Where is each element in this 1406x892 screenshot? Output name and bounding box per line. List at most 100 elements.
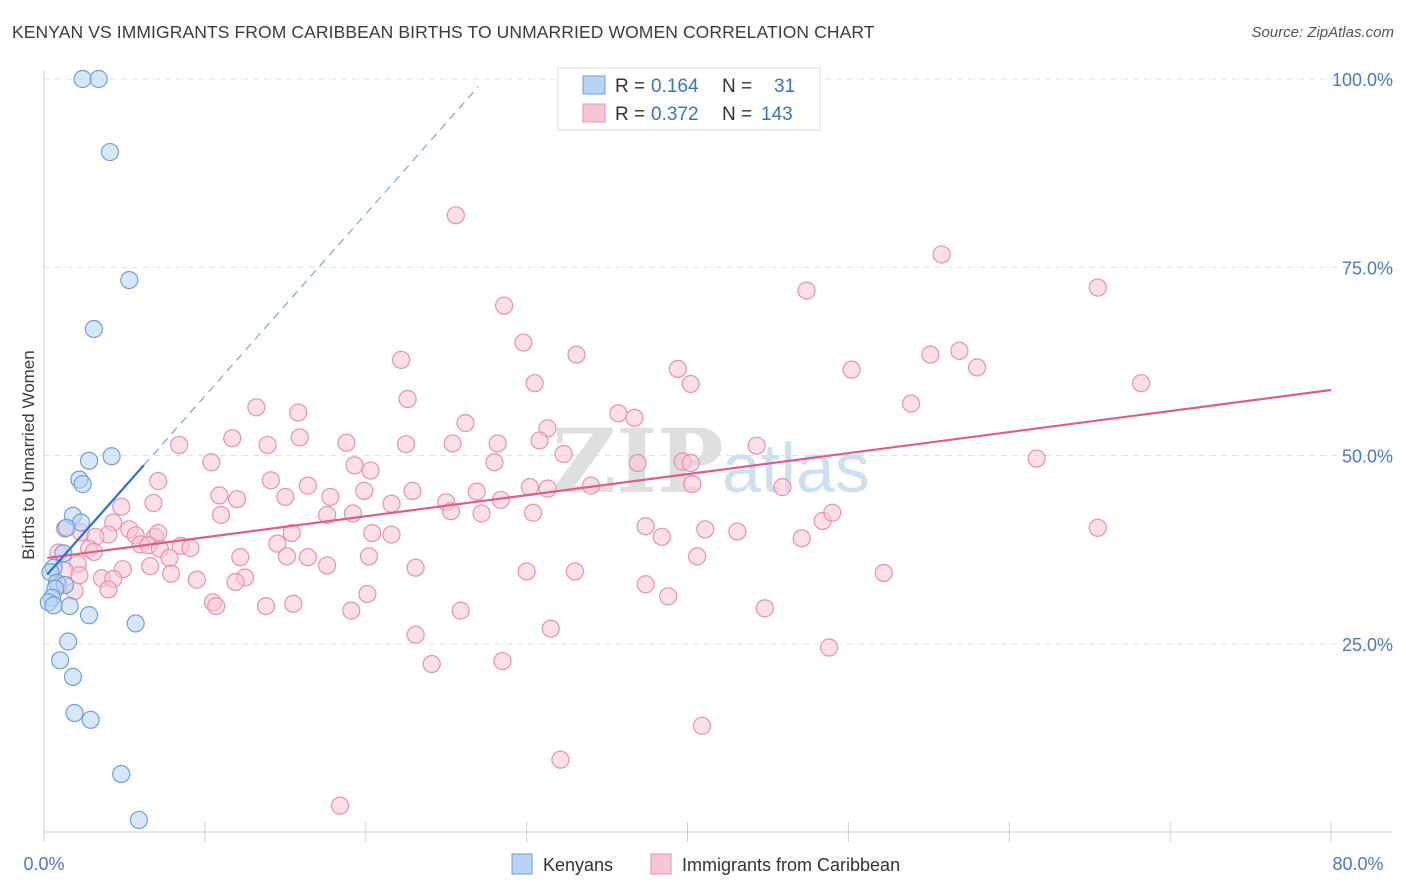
kenyan-point-22 <box>79 606 99 625</box>
caribbean-point-17 <box>902 394 921 413</box>
kenyan-point-27 <box>65 703 84 723</box>
caribbean-point-62 <box>144 493 163 513</box>
caribbean-point-64 <box>472 504 491 523</box>
kenyan-point-6 <box>79 451 99 470</box>
caribbean-point-67 <box>211 505 231 525</box>
caribbean-point-47 <box>403 481 422 500</box>
caribbean-point-10 <box>842 360 861 379</box>
kenyan-point-25 <box>50 651 70 670</box>
caribbean-point-11 <box>668 359 687 379</box>
caribbean-point-127 <box>207 596 226 616</box>
caribbean-point-95 <box>268 534 287 553</box>
kenyan-point-12 <box>54 544 73 563</box>
kenyan-point-28 <box>81 710 100 729</box>
caribbean-point-72 <box>636 517 655 536</box>
caribbean-point-106 <box>318 556 337 575</box>
caribbean-point-132 <box>451 601 470 620</box>
kenyan-point-21 <box>60 596 79 616</box>
kenyan-point-11 <box>57 518 76 537</box>
caribbean-point-63 <box>441 502 461 521</box>
caribbean-point-140 <box>330 796 350 815</box>
caribbean-point-133 <box>541 619 560 638</box>
caribbean-point-41 <box>361 461 380 480</box>
caribbean-point-40 <box>345 456 364 475</box>
caribbean-point-130 <box>755 599 774 618</box>
caribbean-point-28 <box>337 433 356 452</box>
caribbean-point-0 <box>446 206 465 225</box>
caribbean-point-108 <box>517 562 536 581</box>
axes <box>43 70 1393 833</box>
caribbean-point-136 <box>422 654 441 674</box>
kenyan-series <box>39 69 149 830</box>
caribbean-point-33 <box>747 436 766 455</box>
kenyan-point-2 <box>100 142 120 162</box>
bottom-legend-swatch-caribbean <box>650 853 672 875</box>
bottom-legend-label-caribbean: Immigrants from Caribbean <box>682 855 900 875</box>
caribbean-point-65 <box>318 505 337 525</box>
caribbean-point-22 <box>456 414 475 433</box>
caribbean-point-99 <box>277 547 297 566</box>
caribbean-point-102 <box>160 548 179 568</box>
caribbean-point-105 <box>141 557 160 576</box>
caribbean-point-14 <box>525 374 544 393</box>
caribbean-point-69 <box>523 503 543 522</box>
caribbean-point-36 <box>485 453 504 472</box>
y-tick-label-25: 25.0% <box>1342 635 1393 655</box>
caribbean-point-138 <box>692 716 712 735</box>
caribbean-point-113 <box>161 564 181 583</box>
caribbean-point-103 <box>688 547 707 566</box>
caribbean-point-61 <box>112 497 131 516</box>
y-tick-label-100: 100.0% <box>1332 70 1393 90</box>
y-axis-label: Births to Unmarried Women <box>19 350 38 559</box>
legend-n-label-1: N = <box>722 76 752 97</box>
caribbean-point-2 <box>797 281 816 300</box>
kenyan-trend-line <box>46 464 145 576</box>
caribbean-point-128 <box>256 596 276 616</box>
caribbean-point-71 <box>823 503 842 522</box>
legend-swatch-kenyans <box>582 75 606 95</box>
caribbean-point-109 <box>565 562 584 581</box>
kenyan-point-29 <box>112 764 131 784</box>
caribbean-point-135 <box>819 638 839 657</box>
caribbean-point-21 <box>625 408 644 427</box>
kenyan-point-1 <box>89 69 108 89</box>
caribbean-point-73 <box>696 520 715 539</box>
caribbean-point-98 <box>231 548 250 567</box>
caribbean-point-39 <box>681 453 700 473</box>
caribbean-point-50 <box>538 479 557 498</box>
caribbean-point-7 <box>567 345 586 364</box>
legend-r-label-2: R = <box>615 104 645 125</box>
caribbean-point-107 <box>406 558 425 577</box>
caribbean-point-58 <box>382 494 401 513</box>
caribbean-point-75 <box>792 529 811 548</box>
caribbean-point-112 <box>70 566 89 585</box>
caribbean-point-87 <box>382 525 401 544</box>
caribbean-point-76 <box>1088 518 1107 537</box>
legend-r-value-1: 0.164 <box>651 76 699 97</box>
caribbean-point-27 <box>290 428 309 447</box>
caribbean-point-131 <box>342 601 361 620</box>
caribbean-point-29 <box>396 435 416 454</box>
caribbean-point-101 <box>359 547 379 566</box>
caribbean-point-139 <box>551 750 570 769</box>
caribbean-point-84 <box>282 523 301 543</box>
caribbean-point-3 <box>1088 278 1107 297</box>
caribbean-point-8 <box>921 345 940 364</box>
caribbean-point-124 <box>358 584 377 604</box>
legend-n-value-1: 31 <box>774 76 795 97</box>
kenyan-point-26 <box>63 667 83 686</box>
caribbean-point-88 <box>652 527 671 546</box>
kenyan-point-20 <box>44 596 63 615</box>
caribbean-point-32 <box>530 431 549 450</box>
caribbean-point-119 <box>226 572 245 592</box>
caribbean-point-118 <box>187 570 206 589</box>
watermark-atlas: atlas <box>722 429 870 507</box>
caribbean-point-26 <box>258 435 277 455</box>
caribbean-point-137 <box>493 651 512 671</box>
caribbean-point-35 <box>202 453 221 472</box>
caribbean-point-20 <box>609 404 628 423</box>
caribbean-point-37 <box>628 453 647 473</box>
y-tick-labels: 25.0% 50.0% 75.0% 100.0% <box>1332 70 1393 655</box>
caribbean-trend-line <box>47 388 1332 559</box>
